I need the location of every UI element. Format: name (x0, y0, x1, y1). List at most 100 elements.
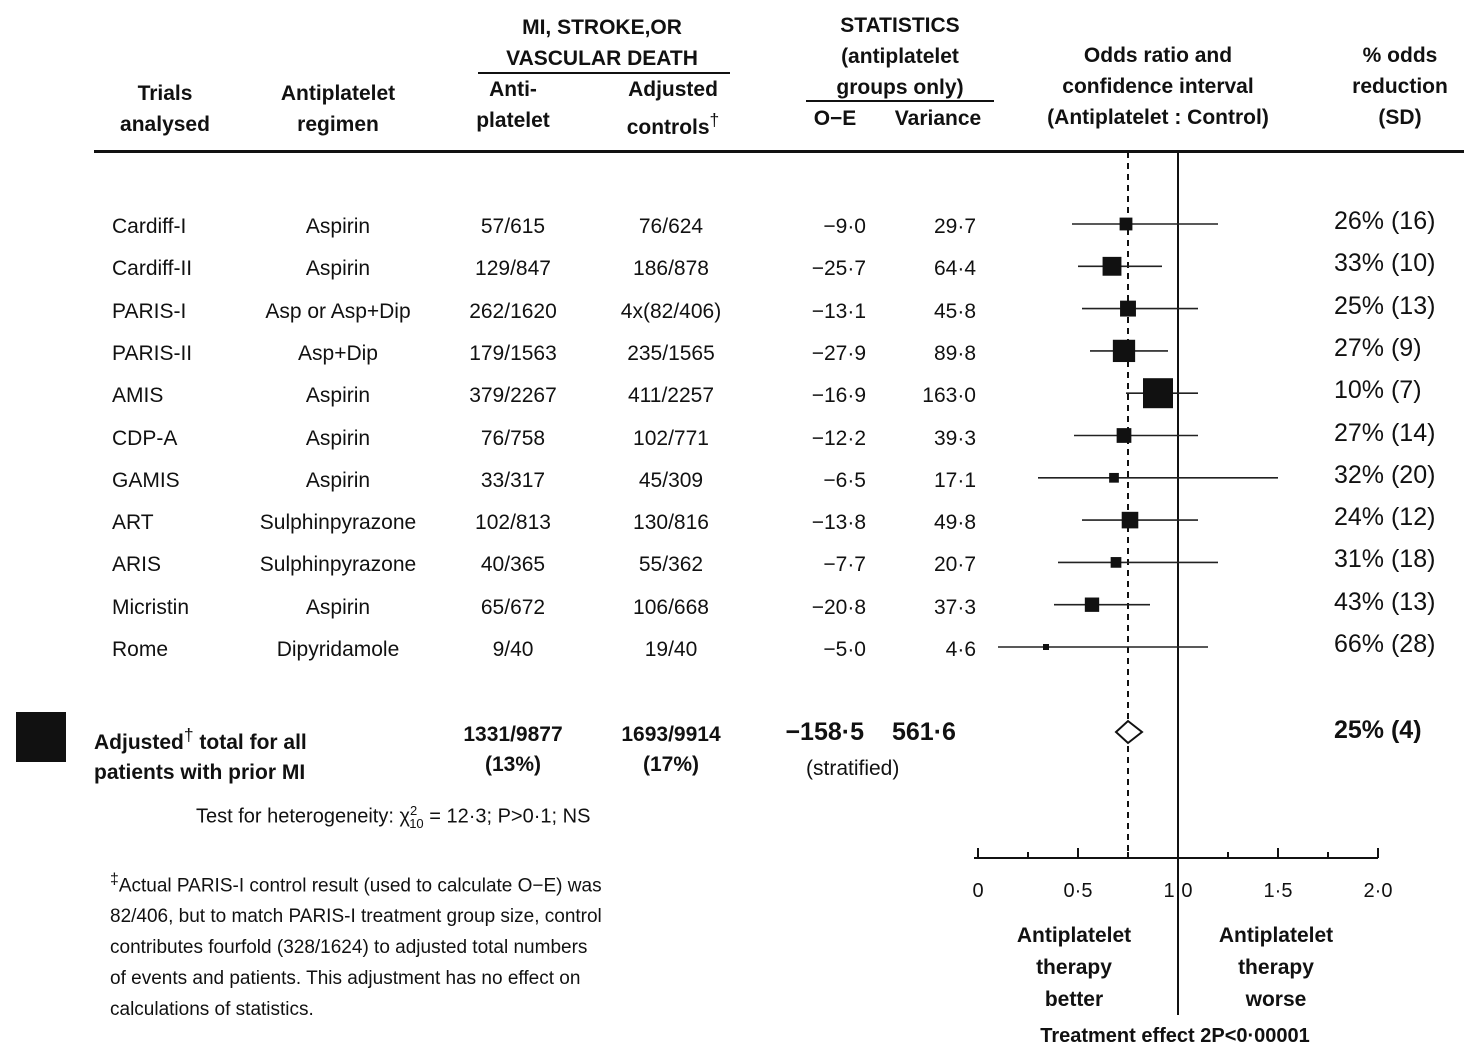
variance: 20·7 (933, 553, 976, 577)
trial-name: CDP-A (112, 426, 178, 450)
antiplatelet-events: 57/615 (480, 215, 546, 238)
odds-reduction: 10% (7) (1334, 376, 1422, 405)
odds-reduction: 27% (9) (1334, 333, 1422, 362)
trial-name: Micristin (112, 595, 189, 619)
regimen: Asp or Asp+Dip (265, 299, 411, 323)
variance: 4·6 (945, 638, 976, 661)
direction-label-worse: therapy (1238, 956, 1314, 979)
header-event-group: MI, STROKE,OR VASCULAR DEATH (506, 16, 698, 70)
control-events: 106/668 (633, 595, 709, 619)
variance: 89·8 (933, 341, 976, 365)
trial-name: ARIS (112, 553, 162, 577)
variance: 49·8 (933, 511, 976, 535)
antiplatelet-events: 9/40 (492, 638, 534, 661)
total-controls: 1693/9914 (17%) (621, 723, 721, 776)
total-variance: 561·6 (892, 718, 956, 746)
variance: 17·1 (933, 468, 976, 492)
treatment-effect-label: Treatment effect 2P<0·00001 (1040, 1025, 1310, 1047)
o-minus-e: −13·1 (811, 299, 866, 323)
point-square-cardiff-i (1119, 217, 1133, 231)
odds-reduction: 27% (14) (1334, 418, 1436, 447)
total-stratified: (stratified) (806, 757, 900, 780)
heterogeneity-test: Test for heterogeneity: χ210 = 12·3; P>0… (196, 803, 591, 831)
trial-name: Cardiff-II (112, 257, 193, 281)
odds-reduction: 32% (20) (1334, 460, 1436, 489)
direction-label-better: better (1045, 988, 1103, 1011)
control-events: 19/40 (644, 638, 698, 661)
x-tick-label: 1·0 (1164, 880, 1193, 902)
control-events: 55/362 (638, 553, 704, 577)
header-stats-underline (806, 100, 994, 102)
regimen: Sulphinpyrazone (259, 511, 417, 535)
trial-name: GAMIS (112, 468, 180, 492)
trial-name: AMIS (112, 384, 164, 408)
antiplatelet-events: 40/365 (480, 553, 546, 577)
regimen: Dipyridamole (276, 638, 400, 661)
header-statistics: STATISTICS (antiplatelet groups only) (836, 14, 964, 99)
header-antiplatelet: Anti-platelet (476, 78, 550, 132)
odds-reduction: 66% (28) (1334, 630, 1436, 658)
o-minus-e: −16·9 (811, 384, 866, 408)
o-minus-e: −13·8 (811, 511, 866, 535)
trial-name: ART (112, 511, 154, 535)
header-variance: Variance (894, 107, 982, 130)
regimen: Sulphinpyrazone (259, 553, 417, 577)
trial-name: Cardiff-I (112, 215, 187, 238)
total-marker-square (16, 712, 66, 762)
point-square-paris-i (1120, 300, 1136, 317)
header-odds-ratio: Odds ratio and confidence interval (Antipl… (1047, 44, 1269, 129)
header-oe: O−E (813, 107, 857, 130)
odds-reduction: 43% (13) (1334, 587, 1436, 616)
point-square-rome (1043, 644, 1049, 650)
control-events: 130/816 (633, 511, 709, 535)
o-minus-e: −6·5 (823, 468, 866, 492)
total-reduction: 25% (4) (1334, 716, 1422, 744)
point-square-amis (1142, 378, 1174, 409)
control-events: 411/2257 (627, 384, 715, 408)
odds-reduction: 31% (18) (1334, 545, 1436, 574)
odds-reduction: 33% (10) (1334, 249, 1436, 278)
o-minus-e: −20·8 (811, 595, 866, 619)
control-events: 4x(82/406) (620, 299, 722, 323)
variance: 39·3 (933, 426, 976, 450)
o-minus-e: −7·7 (823, 553, 866, 577)
header-rule (94, 150, 1464, 153)
direction-label-worse: worse (1245, 988, 1307, 1011)
trial-name: PARIS-I (112, 299, 187, 323)
antiplatelet-events: 33/317 (480, 468, 546, 492)
total-oe: −158·5 (785, 718, 864, 746)
regimen: Aspirin (305, 426, 371, 450)
direction-label-better: Antiplatelet (1017, 924, 1131, 947)
odds-reduction: 26% (16) (1334, 207, 1436, 235)
o-minus-e: −9·0 (823, 215, 866, 238)
total-diamond (1114, 719, 1144, 745)
trial-name: Rome (112, 638, 169, 661)
antiplatelet-events: 129/847 (475, 257, 551, 281)
trial-name: PARIS-II (112, 341, 193, 365)
header-trials: Trials analysed (120, 82, 210, 136)
odds-reduction: 24% (12) (1334, 503, 1436, 532)
regimen: Aspirin (305, 257, 371, 281)
control-events: 45/309 (638, 468, 704, 492)
control-events: 76/624 (638, 215, 704, 238)
regimen: Aspirin (305, 215, 371, 238)
o-minus-e: −12·2 (811, 426, 866, 450)
antiplatelet-events: 179/1563 (469, 341, 557, 365)
antiplatelet-events: 102/813 (475, 511, 551, 535)
x-tick-label: 2·0 (1364, 880, 1393, 902)
o-minus-e: −25·7 (811, 257, 866, 281)
odds-reduction: 25% (13) (1334, 291, 1436, 320)
total-label: Adjusted† total for all patients with pr… (94, 725, 307, 784)
regimen: Asp+Dip (298, 341, 378, 365)
total-antiplatelet: 1331/9877 (13%) (463, 723, 563, 776)
point-square-cardiff-ii (1102, 256, 1122, 276)
point-square-micristin (1084, 597, 1100, 612)
direction-label-worse: Antiplatelet (1219, 924, 1333, 947)
antiplatelet-events: 65/672 (480, 595, 546, 619)
regimen: Aspirin (305, 468, 371, 492)
header-regimen: Antiplatelet regimen (280, 82, 396, 136)
regimen: Aspirin (305, 595, 371, 619)
variance: 45·8 (933, 299, 976, 323)
point-square-art (1121, 511, 1139, 529)
